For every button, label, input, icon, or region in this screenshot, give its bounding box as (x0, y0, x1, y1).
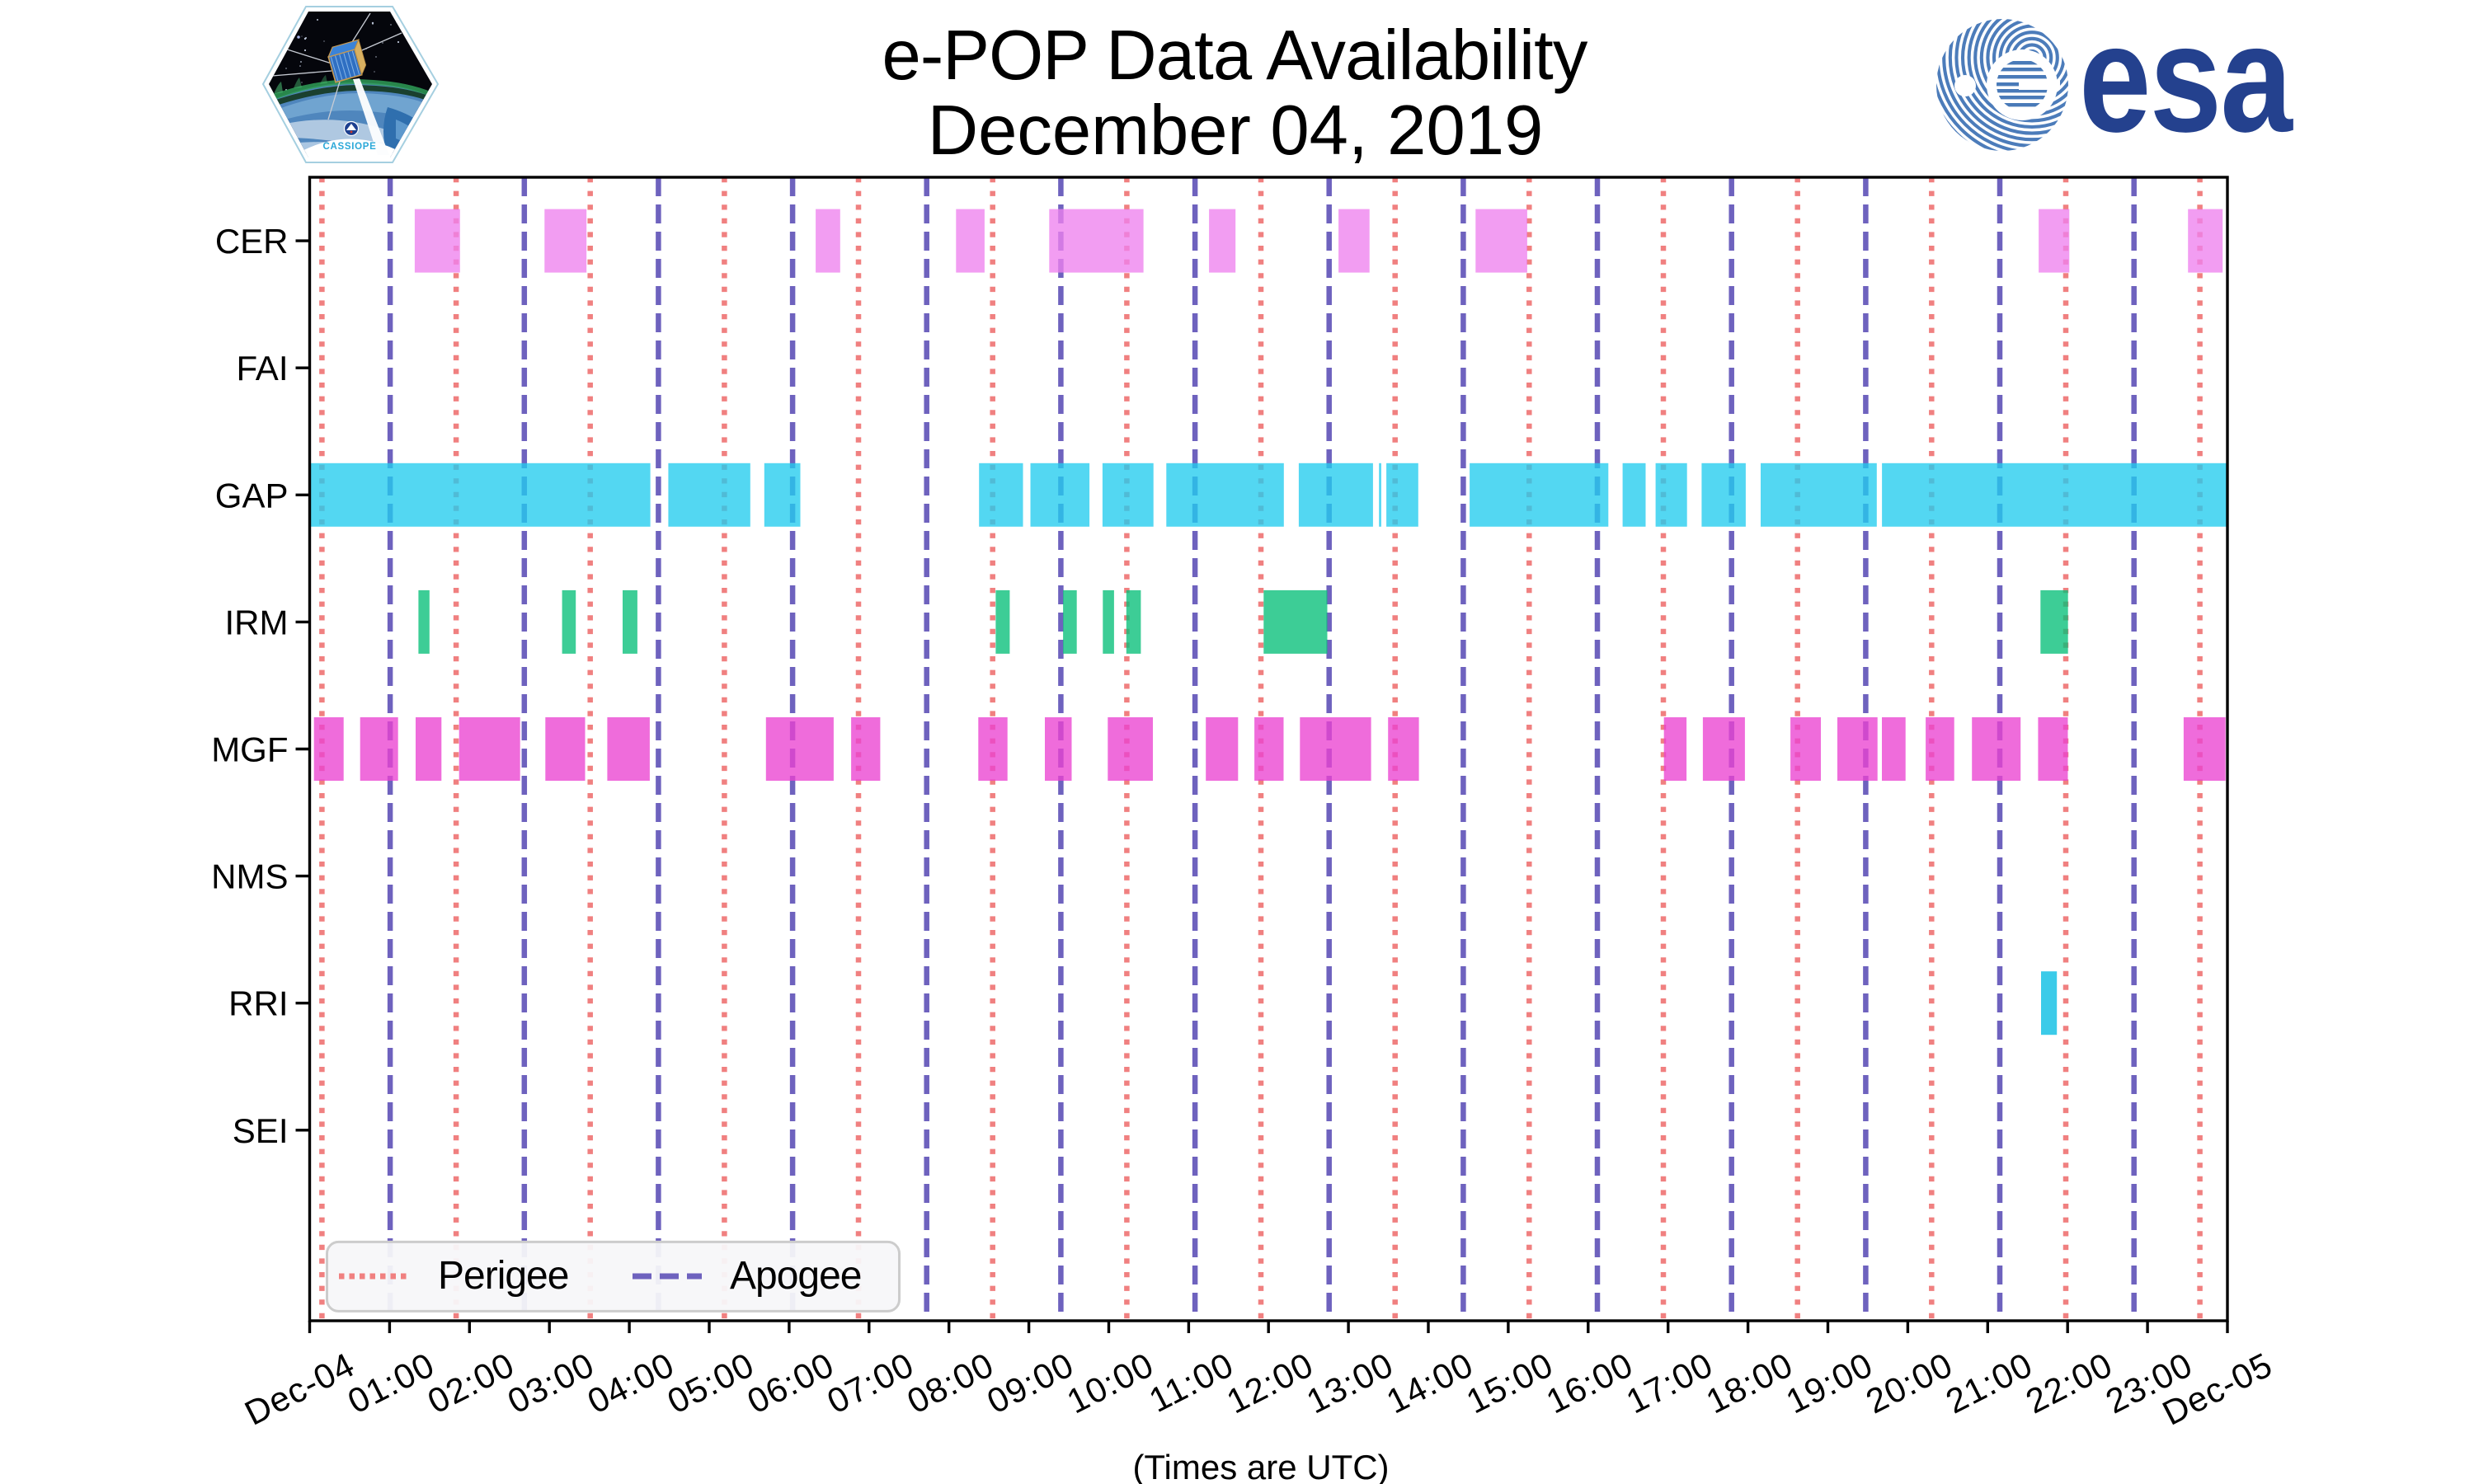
svg-text:SEI: SEI (233, 1111, 289, 1150)
svg-text:IRM: IRM (225, 603, 289, 641)
svg-text:CASSIOPE: CASSIOPE (322, 142, 376, 152)
svg-text:MGF: MGF (211, 730, 288, 769)
svg-text:RRI: RRI (228, 984, 288, 1023)
svg-text:esa: esa (2079, 0, 2293, 164)
svg-text:Apogee: Apogee (730, 1254, 862, 1298)
svg-text:e-POP Data Availability: e-POP Data Availability (882, 16, 1588, 95)
svg-text:NMS: NMS (211, 857, 288, 896)
svg-text:FAI: FAI (236, 349, 288, 387)
svg-text:GAP: GAP (215, 476, 289, 514)
svg-text:(Times are UTC): (Times are UTC) (1132, 1448, 1389, 1484)
svg-text:December 04, 2019: December 04, 2019 (928, 92, 1544, 170)
svg-text:Perigee: Perigee (438, 1254, 568, 1298)
svg-text:CER: CER (215, 222, 289, 261)
